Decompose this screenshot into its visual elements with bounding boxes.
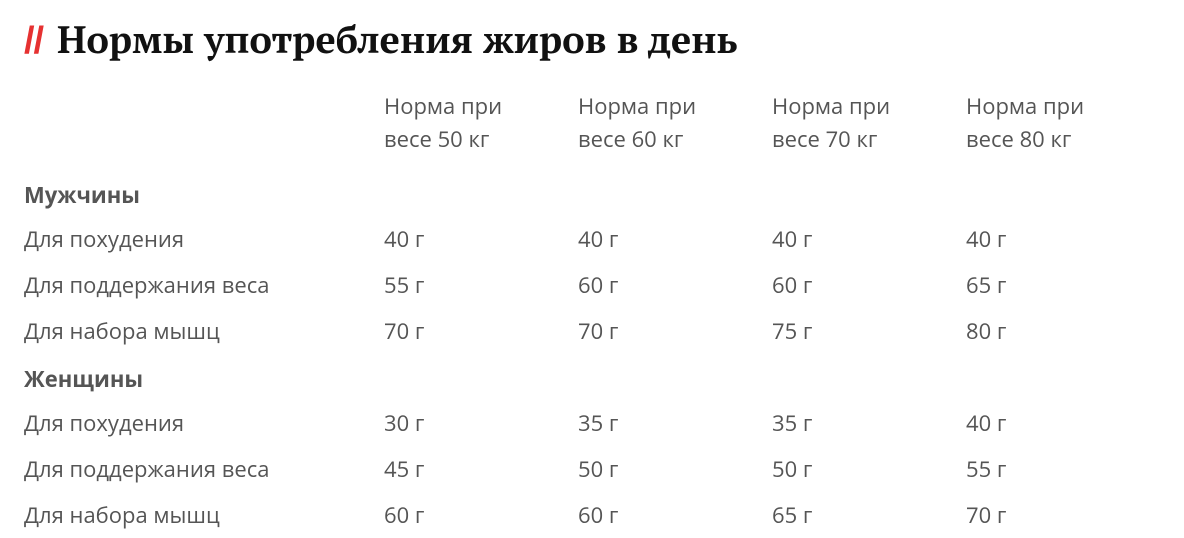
header-col-50: Норма при весе 50 кг <box>384 72 578 170</box>
cell: 30 г <box>384 400 578 446</box>
cell: 80 г <box>966 308 1160 354</box>
cell: 50 г <box>772 446 966 492</box>
row-label: Для набора мышц <box>24 308 384 354</box>
cell: 35 г <box>772 400 966 446</box>
cell: 70 г <box>578 308 772 354</box>
group-name: Женщины <box>24 354 1160 400</box>
header-line2: весе 50 кг <box>384 124 489 154</box>
header-line2: весе 70 кг <box>772 124 877 154</box>
row-label: Для поддержания веса <box>24 446 384 492</box>
cell: 40 г <box>966 216 1160 262</box>
cell: 60 г <box>772 262 966 308</box>
header-col-70: Норма при весе 70 кг <box>772 72 966 170</box>
header-line1: Норма при <box>966 91 1084 121</box>
cell: 70 г <box>384 308 578 354</box>
table-row: Для поддержания веса 55 г 60 г 60 г 65 г <box>24 262 1160 308</box>
title-slashes-icon: // <box>24 22 43 60</box>
cell: 60 г <box>578 492 772 538</box>
table-header: Норма при весе 50 кг Норма при весе 60 к… <box>24 72 1160 170</box>
cell: 60 г <box>578 262 772 308</box>
header-line1: Норма при <box>578 91 696 121</box>
header-line1: Норма при <box>772 91 890 121</box>
cell: 75 г <box>772 308 966 354</box>
cell: 50 г <box>578 446 772 492</box>
row-label: Для похудения <box>24 400 384 446</box>
table-row: Для похудения 40 г 40 г 40 г 40 г <box>24 216 1160 262</box>
header-line2: весе 80 кг <box>966 124 1071 154</box>
cell: 65 г <box>966 262 1160 308</box>
group-header-row: Мужчины <box>24 170 1160 216</box>
cell: 65 г <box>772 492 966 538</box>
cell: 40 г <box>384 216 578 262</box>
cell: 70 г <box>966 492 1160 538</box>
row-label: Для поддержания веса <box>24 262 384 308</box>
cell: 40 г <box>966 400 1160 446</box>
group-name: Мужчины <box>24 170 1160 216</box>
fat-intake-table: Норма при весе 50 кг Норма при весе 60 к… <box>24 72 1160 538</box>
header-empty <box>24 72 384 170</box>
table-row: Для поддержания веса 45 г 50 г 50 г 55 г <box>24 446 1160 492</box>
cell: 40 г <box>772 216 966 262</box>
cell: 55 г <box>966 446 1160 492</box>
cell: 35 г <box>578 400 772 446</box>
cell: 55 г <box>384 262 578 308</box>
table-row: Для похудения 30 г 35 г 35 г 40 г <box>24 400 1160 446</box>
content-wrap: // Нормы употребления жиров в день Норма… <box>0 0 1184 538</box>
row-label: Для похудения <box>24 216 384 262</box>
header-line1: Норма при <box>384 91 502 121</box>
row-label: Для набора мышц <box>24 492 384 538</box>
header-col-80: Норма при весе 80 кг <box>966 72 1160 170</box>
cell: 40 г <box>578 216 772 262</box>
title-row: // Нормы употребления жиров в день <box>24 18 1160 62</box>
header-line2: весе 60 кг <box>578 124 683 154</box>
group-header-row: Женщины <box>24 354 1160 400</box>
cell: 60 г <box>384 492 578 538</box>
header-col-60: Норма при весе 60 кг <box>578 72 772 170</box>
table-row: Для набора мышц 60 г 60 г 65 г 70 г <box>24 492 1160 538</box>
table-row: Для набора мышц 70 г 70 г 75 г 80 г <box>24 308 1160 354</box>
table-header-row: Норма при весе 50 кг Норма при весе 60 к… <box>24 72 1160 170</box>
cell: 45 г <box>384 446 578 492</box>
page-title: Нормы употребления жиров в день <box>57 18 737 62</box>
